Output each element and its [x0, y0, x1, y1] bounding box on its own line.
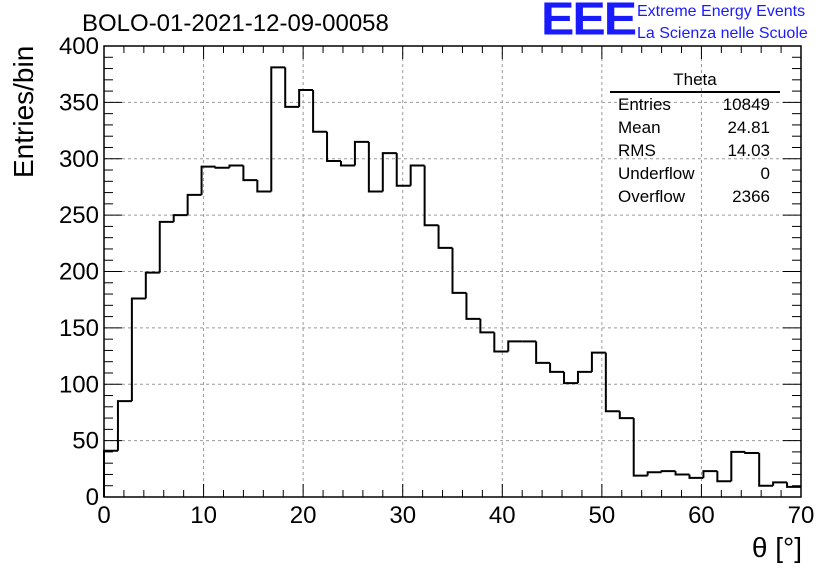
histogram-bin: [200, 165, 216, 195]
axis-ticks: [103, 45, 802, 498]
histogram-bin: [758, 453, 774, 487]
x-tick-label: 0: [97, 502, 110, 529]
histogram-bin: [381, 152, 397, 192]
stats-value: 24.81: [727, 118, 770, 137]
stats-label: Overflow: [618, 187, 686, 206]
eee-logo-mark: EEE: [541, 0, 637, 45]
histogram-bin: [284, 67, 300, 108]
y-tick-label: 50: [72, 428, 99, 455]
histogram-bin: [437, 225, 453, 249]
histogram-bin: [144, 271, 160, 299]
y-tick-label: 400: [59, 33, 99, 60]
stats-value: 0: [760, 164, 770, 183]
histogram-bin: [786, 482, 801, 488]
stats-row-overflow: Overflow 2366: [610, 185, 780, 208]
histogram-bin: [409, 164, 425, 186]
histogram-bin: [298, 88, 314, 107]
tick-labels: 0 10 20 30 40 50 60 70 0 50 100 150 200 250 300 350 400: [59, 33, 814, 529]
stats-row-entries: Entries 10849: [610, 93, 780, 116]
histogram-bin: [632, 418, 648, 477]
histogram-bin: [395, 153, 411, 187]
histogram-bin: [507, 340, 523, 352]
histogram-bin: [103, 449, 118, 497]
x-tick-label: 10: [190, 502, 217, 529]
histogram-bin: [214, 166, 230, 169]
stats-value: 14.03: [727, 141, 770, 160]
histogram-bin: [772, 481, 788, 486]
run-title: BOLO-01-2021-12-09-00058: [82, 10, 389, 37]
histogram-bin: [479, 318, 495, 334]
histogram-bin: [535, 341, 551, 364]
histogram-bin: [172, 214, 188, 222]
histogram-bin: [604, 352, 620, 413]
histogram-bin: [451, 247, 467, 294]
stats-title: Theta: [610, 70, 780, 93]
stats-row-mean: Mean 24.81: [610, 116, 780, 139]
stats-value: 2366: [732, 187, 770, 206]
x-tick-label: 60: [688, 502, 715, 529]
histogram-bin: [158, 220, 174, 273]
stats-row-rms: RMS 14.03: [610, 139, 780, 162]
histogram-bin: [660, 470, 676, 473]
histogram-bin: [326, 131, 341, 163]
stats-label: Mean: [618, 118, 661, 137]
y-axis-title-text: Entries/bin: [8, 45, 39, 178]
histogram-bin: [242, 165, 258, 182]
y-tick-label: 350: [59, 89, 99, 116]
stats-box: Theta Entries 10849 Mean 24.81 RMS 14.03…: [610, 70, 780, 208]
histogram-bin: [576, 370, 592, 384]
y-tick-label: 300: [59, 146, 99, 173]
histogram-bin: [493, 332, 509, 353]
histogram-bin: [270, 66, 286, 192]
histogram-bin: [116, 400, 132, 451]
histogram-bin: [549, 362, 565, 373]
histogram-bin: [256, 180, 272, 193]
y-tick-label: 100: [59, 371, 99, 398]
x-tick-label: 50: [589, 502, 616, 529]
histogram-bin: [716, 471, 732, 483]
histogram-bin: [367, 141, 383, 193]
histogram-bin: [730, 450, 746, 482]
histogram-bin: [130, 297, 146, 402]
stats-label: Underflow: [618, 164, 695, 183]
histogram-bin: [688, 474, 704, 479]
x-tick-label: 20: [290, 502, 317, 529]
stats-label: RMS: [618, 141, 656, 160]
histogram-bin: [465, 292, 481, 320]
stats-value: 10849: [722, 95, 770, 114]
x-tick-label: 40: [489, 502, 516, 529]
histogram-bin: [590, 351, 606, 372]
y-tick-label: 200: [59, 259, 99, 286]
eee-logo-line1: Extreme Energy Events: [637, 3, 806, 20]
histogram-bin: [312, 89, 328, 133]
histogram-bin: [702, 470, 718, 478]
stats-row-underflow: Underflow 0: [610, 162, 780, 185]
x-tick-label: 70: [788, 502, 815, 529]
histogram-bin: [186, 193, 202, 216]
histogram-bin: [339, 161, 355, 167]
histogram-bin: [744, 451, 760, 455]
y-tick-label: 0: [86, 484, 99, 511]
histogram-bin: [353, 140, 369, 166]
histogram-bin: [563, 371, 578, 385]
x-tick-label: 30: [389, 502, 416, 529]
y-tick-label: 150: [59, 315, 99, 342]
histogram-bin: [423, 165, 439, 227]
x-axis-title: θ [°]: [751, 532, 802, 563]
histogram-bin: [674, 471, 690, 476]
histogram-bin: [228, 164, 244, 168]
histogram-bin: [646, 471, 662, 476]
y-tick-label: 250: [59, 202, 99, 229]
histogram-bin: [618, 411, 634, 420]
stats-label: Entries: [618, 95, 671, 114]
eee-logo-line2: La Scienza nelle Scuole: [637, 25, 808, 42]
